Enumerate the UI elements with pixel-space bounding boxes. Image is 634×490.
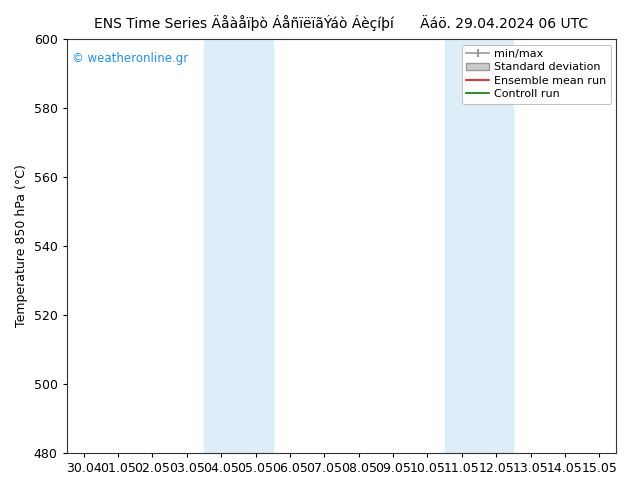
Text: © weatheronline.gr: © weatheronline.gr [72,51,188,65]
Legend: min/max, Standard deviation, Ensemble mean run, Controll run: min/max, Standard deviation, Ensemble me… [462,45,611,103]
Bar [204,39,273,453]
Title: ENS Time Series Äåàåïþò ÁåñïëïãÝáò Áèçíþí      Äáö. 29.04.2024 06 UTC: ENS Time Series Äåàåïþò ÁåñïëïãÝáò Áèçíþ… [94,15,588,31]
Bar [444,39,514,453]
Y-axis label: Temperature 850 hPa (°C): Temperature 850 hPa (°C) [15,165,28,327]
